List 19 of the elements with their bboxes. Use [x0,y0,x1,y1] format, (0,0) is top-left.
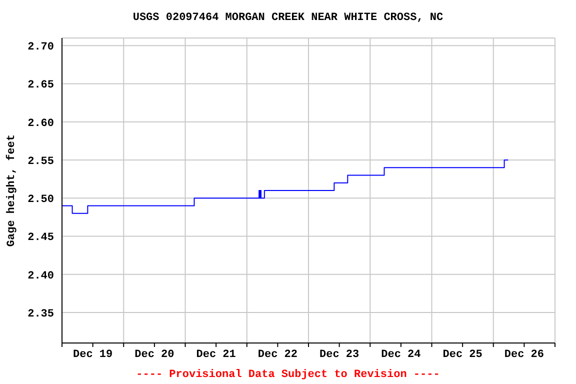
y-tick-label: 2.55 [28,156,54,168]
x-tick-label: Dec 23 [320,348,360,361]
y-tick-label: 2.70 [28,42,54,54]
y-tick-label: 2.45 [28,232,54,244]
chart-title: USGS 02097464 MORGAN CREEK NEAR WHITE CROSS, NC [132,12,444,24]
y-axis-title: Gage height, feet [4,134,18,247]
x-tick-label: Dec 22 [258,348,298,361]
x-tick-label: Dec 20 [134,348,174,361]
x-tick-label: Dec 19 [73,348,113,361]
x-tick-label: Dec 25 [442,348,483,361]
y-tick-label: 2.60 [28,118,54,130]
y-tick-label: 2.35 [28,308,54,320]
y-tick-label: 2.40 [28,270,54,282]
y-tick-label: 2.65 [28,80,54,92]
x-tick-label: Dec 24 [381,348,422,361]
x-tick-label: Dec 21 [196,348,236,361]
x-tick-label: Dec 26 [504,348,544,361]
y-tick-label: 2.50 [28,194,54,206]
text: ---- Provisional Data Subject to Revision ---- [135,369,441,381]
